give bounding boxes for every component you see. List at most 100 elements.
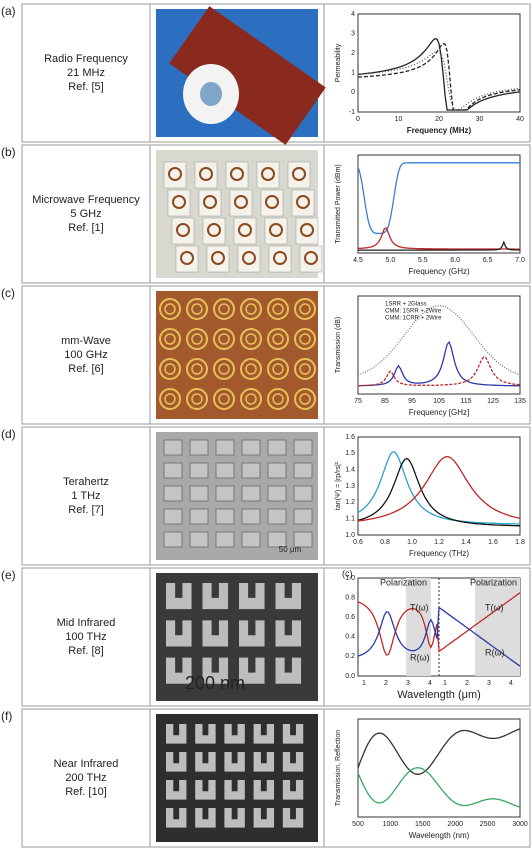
u-shape xyxy=(195,724,216,744)
x-tick-label: 1.4 xyxy=(461,539,471,546)
row-name: mm-Wave xyxy=(61,335,111,347)
ring xyxy=(267,388,289,410)
ring xyxy=(186,328,208,350)
u-shape xyxy=(253,808,275,828)
x-tick-label: 1.2 xyxy=(434,539,444,546)
x-tick-label: 6.0 xyxy=(450,257,460,264)
y-tick-label: 1 xyxy=(351,70,355,77)
row-name: Near Infrared xyxy=(54,758,119,770)
ring xyxy=(299,363,311,375)
row: (d) Terahertz 1 THz Ref. [7] 50 μm 0.6 0.8 1.0 1… xyxy=(1,426,531,566)
x-tick-label: 30 xyxy=(476,116,484,123)
plot-note: T(ω) xyxy=(410,602,429,612)
curve xyxy=(358,240,520,251)
y-tick-label: 1.2 xyxy=(345,499,355,506)
curve xyxy=(357,50,521,111)
y-axis-label: Transmitted Power (dBm) xyxy=(335,164,342,243)
plot-frame xyxy=(357,436,521,536)
x-tick-label: 2 xyxy=(384,680,388,687)
card xyxy=(268,245,292,273)
panel-letter: (c) xyxy=(1,286,15,300)
cell xyxy=(267,439,287,456)
row-ref: Ref. [6] xyxy=(68,363,103,375)
ring xyxy=(294,328,316,350)
u-shape xyxy=(195,780,216,800)
ring xyxy=(191,333,203,345)
ring xyxy=(213,358,235,380)
x-axis-label: Frequency (GHz) xyxy=(408,267,470,276)
card xyxy=(233,217,257,245)
u-shape xyxy=(253,780,275,800)
x-tick-label: 0.6 xyxy=(353,539,363,546)
ring xyxy=(186,358,208,380)
plot-note: CMM: 1SRR + 2Wire xyxy=(385,309,442,315)
ring xyxy=(294,388,316,410)
u-shape xyxy=(166,808,187,828)
u-shape xyxy=(238,620,265,647)
ring xyxy=(296,195,310,209)
cell xyxy=(293,485,313,502)
card xyxy=(225,161,249,189)
card xyxy=(295,217,319,245)
cell xyxy=(215,508,235,525)
u-shape xyxy=(275,583,302,610)
ring xyxy=(265,195,279,209)
ring xyxy=(172,195,186,209)
curve xyxy=(357,728,521,775)
cell xyxy=(293,462,313,479)
y-tick-label: 4 xyxy=(351,11,355,18)
x-tick-label: 125 xyxy=(487,398,499,405)
cell xyxy=(293,531,313,548)
row: (b) Microwave Frequency 5 GHz Ref. [1] 4.5 5.… xyxy=(1,144,531,284)
ring xyxy=(299,333,311,345)
u-shape xyxy=(166,620,192,647)
x-tick-label: 85 xyxy=(381,398,389,405)
x-tick-label: 6.5 xyxy=(483,257,493,264)
row: (e) Mid Infrared 100 THz Ref. [8] 200 nm 1 2 3 4… xyxy=(1,567,531,707)
y-axis-label: tan(Ψ) = |rp/rs|² xyxy=(335,461,342,510)
curve xyxy=(357,457,521,527)
row-ref: Ref. [5] xyxy=(68,81,103,93)
x-tick-label: 75 xyxy=(354,398,362,405)
scale-label: 200 nm xyxy=(185,673,245,693)
u-shape xyxy=(275,657,302,684)
ring xyxy=(199,167,213,181)
x-tick-label: 3 xyxy=(487,680,491,687)
card xyxy=(291,189,315,217)
ring xyxy=(240,388,262,410)
y-tick-label: 0.4 xyxy=(345,634,355,641)
y-tick-label: -1 xyxy=(349,109,355,116)
plot-note: R(ω) xyxy=(485,647,505,657)
ring xyxy=(292,167,306,181)
plot-frame xyxy=(357,295,521,395)
x-tick-label: 1 xyxy=(362,680,366,687)
cell xyxy=(163,508,183,525)
ring xyxy=(230,167,244,181)
cylinder xyxy=(169,6,326,145)
ring xyxy=(203,195,217,209)
curve xyxy=(357,340,521,387)
row-ref: Ref. [10] xyxy=(65,786,107,798)
row: (f) Near Infrared 200 THz Ref. [10] 500 1000 1… xyxy=(1,708,531,848)
cell xyxy=(189,508,209,525)
cell xyxy=(267,531,287,548)
cell xyxy=(215,531,235,548)
card xyxy=(163,161,187,189)
plot-note: T(ω) xyxy=(485,602,504,612)
curve xyxy=(357,606,521,667)
ring xyxy=(213,298,235,320)
cell xyxy=(241,485,261,502)
cell xyxy=(163,439,183,456)
x-tick-label: 0 xyxy=(356,116,360,123)
ring xyxy=(159,388,181,410)
row-box xyxy=(21,144,531,284)
x-axis-label: Frequency (MHz) xyxy=(407,126,472,135)
ring xyxy=(272,333,284,345)
card xyxy=(256,161,280,189)
u-shape xyxy=(224,780,245,800)
row-frequency: 200 THz xyxy=(65,772,106,784)
u-shape xyxy=(224,752,245,772)
row-name: Terahertz xyxy=(63,476,109,488)
cell xyxy=(215,485,235,502)
